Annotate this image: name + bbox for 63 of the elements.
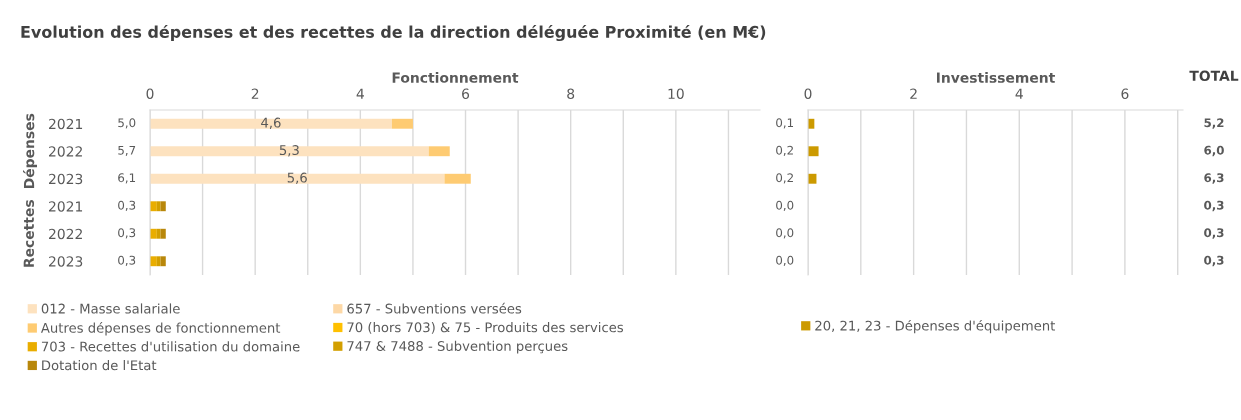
text: 6,3	[1204, 173, 1224, 184]
text: 6,0	[1204, 145, 1224, 157]
bar	[156, 228, 161, 239]
chart-title: Evolution des dépenses et des recettes de la direction déléguée Proximité (en M€)	[21, 24, 766, 42]
x-tick-label: 4	[1015, 88, 1023, 99]
x-tick-label: 0	[146, 88, 154, 99]
legend-label: Autres dépenses de fonctionnement	[40, 322, 281, 336]
legend-label: 703 - Recettes d'utilisation du domaine	[41, 341, 300, 352]
y-tick-label: 2022	[49, 146, 82, 157]
x-tick-label: 10	[668, 88, 684, 99]
x-tick-label: 0	[804, 88, 812, 99]
x-axis-title: Investissement	[936, 72, 1055, 83]
total-label: 6,1	[118, 173, 136, 184]
bar	[150, 118, 392, 129]
x-tick-label: 4	[356, 88, 364, 99]
x-axis-title: Fonctionnement	[392, 72, 519, 83]
total-label: 0,3	[118, 200, 136, 211]
legend-label: 657 - Subventions versées	[347, 302, 522, 314]
total-label: 0,3	[118, 228, 136, 239]
text: 0,0	[776, 200, 794, 211]
y-tick-label: 2023	[49, 173, 83, 185]
data-label: 5,3	[279, 145, 299, 157]
total-label: 5,7	[118, 145, 136, 156]
bar	[150, 146, 429, 157]
total-label: 0,1	[776, 118, 794, 129]
legend-label: Dotation de l'Etat	[42, 360, 157, 371]
bar	[160, 228, 166, 239]
y-tick-label: 2021	[49, 118, 83, 130]
text: 0,3	[1204, 200, 1224, 212]
bar	[428, 146, 450, 157]
legend-label: 012 - Masse salariale	[41, 303, 180, 314]
legend-label: 20, 21, 23 - Dépenses d'équipement	[815, 319, 1056, 334]
data-label: 4,6	[261, 117, 281, 129]
x-tick-label: 2	[251, 88, 259, 99]
bar	[391, 118, 413, 129]
total-label: 0,2	[776, 173, 793, 184]
text: 0,3	[1204, 228, 1224, 239]
legend-label: 70 (hors 703) & 75 - Produits des services	[347, 322, 624, 334]
x-tick-label: 2	[910, 88, 917, 99]
text: Recettes	[23, 200, 35, 267]
legend-label: 747 & 7488 - Subvention perçues	[347, 340, 568, 354]
bar	[150, 173, 445, 184]
x-tick-label: 8	[567, 88, 575, 99]
bar	[444, 173, 471, 184]
x-tick-label: 6	[462, 88, 470, 99]
y-tick-label: 2022	[49, 228, 82, 240]
bar	[156, 256, 161, 267]
total-label: 5,0	[118, 118, 136, 129]
text: Dépenses	[23, 113, 37, 189]
text: 0,3	[1204, 255, 1224, 267]
text: 5,2	[1204, 118, 1224, 129]
x-tick-label: 6	[1121, 88, 1129, 99]
total-label: 0,3	[118, 255, 136, 266]
total-label: 0,2	[776, 145, 793, 156]
text: 0,0	[776, 255, 794, 266]
y-tick-label: 2023	[49, 256, 83, 267]
bar	[156, 201, 161, 212]
y-tick-label: 2021	[49, 201, 83, 212]
bar	[160, 201, 166, 212]
text: TOTAL	[1189, 70, 1239, 82]
data-label: 5,6	[287, 172, 307, 184]
bar	[160, 256, 166, 267]
text: 0,0	[776, 228, 794, 239]
